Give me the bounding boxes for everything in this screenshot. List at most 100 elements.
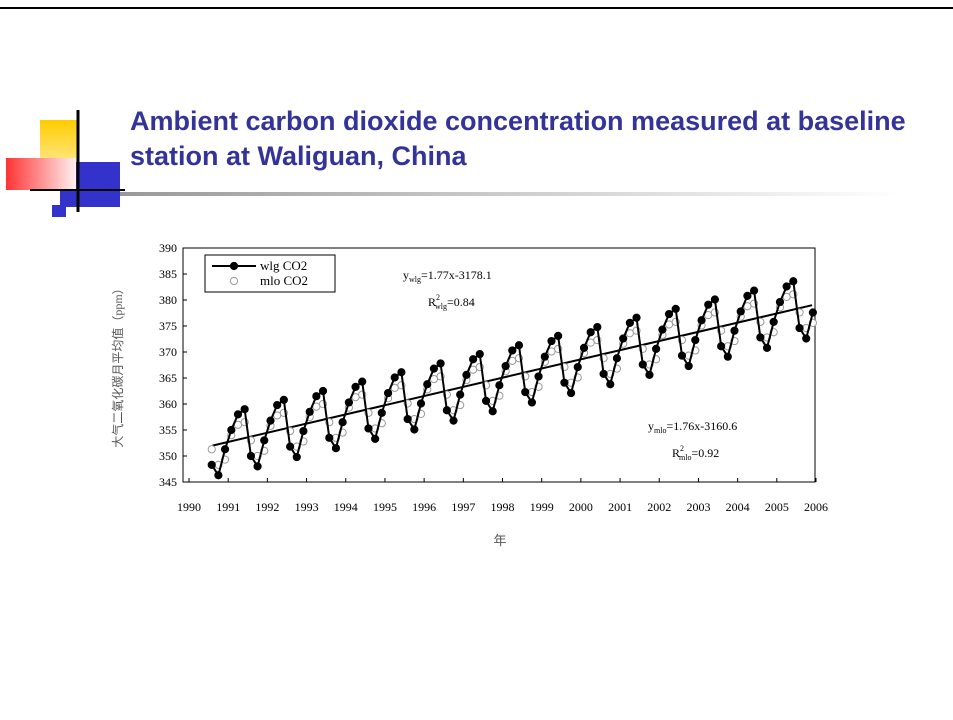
data-point bbox=[612, 354, 622, 363]
data-point bbox=[671, 304, 680, 313]
data-point bbox=[220, 445, 230, 454]
data-point bbox=[521, 387, 530, 397]
data-point bbox=[717, 342, 726, 351]
data-point bbox=[266, 416, 275, 425]
annotation-part: mlo bbox=[679, 453, 691, 462]
y-tick-label: 355 bbox=[159, 423, 177, 437]
data-point bbox=[481, 396, 491, 405]
annotation-part: R bbox=[672, 446, 680, 460]
data-point bbox=[423, 380, 432, 389]
annotation-part: =1.77x-3178.1 bbox=[421, 268, 492, 282]
x-tick-label: 1998 bbox=[491, 500, 515, 514]
data-point bbox=[246, 451, 256, 461]
title-underline bbox=[120, 192, 900, 196]
y-tick-label: 390 bbox=[159, 241, 177, 255]
data-point bbox=[664, 309, 674, 319]
data-point bbox=[364, 424, 373, 433]
data-point bbox=[488, 407, 497, 416]
plot-frame bbox=[182, 247, 816, 483]
x-axis-label: 年 bbox=[493, 533, 506, 548]
x-tick-label: 2006 bbox=[804, 500, 828, 514]
y-tick-label: 375 bbox=[159, 319, 177, 333]
x-tick-label: 2004 bbox=[726, 500, 750, 514]
data-point bbox=[390, 373, 399, 382]
data-point bbox=[756, 333, 765, 342]
x-tick-label: 1995 bbox=[373, 500, 397, 514]
annotation-part: wlg bbox=[435, 302, 447, 311]
data-point bbox=[782, 282, 791, 291]
data-point bbox=[305, 407, 314, 416]
data-point bbox=[501, 361, 510, 371]
deco bbox=[40, 120, 78, 162]
data-point bbox=[456, 390, 465, 399]
x-tick-label: 2002 bbox=[647, 500, 671, 514]
annotation-part: wlg bbox=[409, 275, 421, 284]
data-point bbox=[469, 355, 478, 364]
series-line bbox=[210, 279, 814, 478]
data-point bbox=[684, 361, 693, 371]
data-point bbox=[214, 471, 223, 480]
data-point bbox=[743, 291, 752, 300]
data-point bbox=[540, 352, 549, 361]
data-point bbox=[240, 405, 249, 414]
data-point bbox=[397, 368, 406, 377]
data-point bbox=[710, 295, 719, 304]
x-tick-label: 1997 bbox=[451, 500, 475, 514]
data-point bbox=[508, 346, 517, 355]
data-point bbox=[527, 398, 536, 407]
data-point bbox=[351, 382, 360, 391]
data-point bbox=[677, 351, 687, 360]
data-point bbox=[749, 286, 759, 295]
data-point bbox=[312, 392, 321, 401]
data-point bbox=[495, 381, 504, 390]
deco bbox=[52, 205, 66, 217]
data-point bbox=[619, 334, 628, 343]
slide-title: Ambient carbon dioxide concentration mea… bbox=[130, 106, 906, 171]
data-point bbox=[514, 341, 524, 350]
data-point bbox=[775, 297, 785, 307]
data-point bbox=[730, 326, 739, 335]
data-point bbox=[560, 378, 569, 387]
annotation-part: y bbox=[648, 419, 654, 433]
y-tick-label: 380 bbox=[159, 293, 177, 307]
annotation-part: =0.92 bbox=[691, 446, 719, 460]
annotation-part: mlo bbox=[654, 426, 666, 435]
legend-marker bbox=[229, 276, 239, 286]
data-point bbox=[377, 408, 386, 417]
y-tick-label: 360 bbox=[159, 397, 177, 411]
annotation-part: =0.84 bbox=[447, 295, 475, 309]
trend-line bbox=[212, 304, 813, 447]
y-tick-label: 385 bbox=[159, 267, 177, 281]
x-tick-label: 1990 bbox=[177, 500, 201, 514]
data-point bbox=[429, 364, 439, 373]
legend-marker bbox=[229, 261, 239, 271]
data-point bbox=[442, 406, 451, 415]
y-tick-label: 365 bbox=[159, 371, 177, 385]
data-point bbox=[253, 462, 262, 471]
annotation-part: y bbox=[403, 268, 409, 282]
data-point bbox=[358, 377, 367, 386]
data-point bbox=[808, 308, 817, 317]
annotation: R2 mlo=0.92 bbox=[672, 444, 719, 462]
y-tick-label: 370 bbox=[159, 345, 177, 359]
data-point bbox=[645, 370, 654, 379]
data-point bbox=[769, 317, 778, 326]
data-point bbox=[586, 328, 595, 337]
data-point bbox=[403, 414, 412, 424]
x-tick-label: 1999 bbox=[530, 500, 554, 514]
data-point bbox=[652, 344, 661, 353]
data-point bbox=[475, 349, 484, 359]
x-tick-label: 2001 bbox=[608, 500, 632, 514]
data-point bbox=[260, 436, 269, 445]
data-point bbox=[292, 452, 301, 462]
data-point bbox=[383, 388, 393, 398]
data-point bbox=[534, 372, 543, 381]
data-point bbox=[547, 336, 556, 346]
data-point bbox=[593, 322, 602, 332]
annotation: ywlg=1.77x-3178.1 bbox=[403, 268, 492, 284]
data-point bbox=[599, 369, 608, 378]
data-point bbox=[573, 362, 582, 372]
y-tick-label: 350 bbox=[159, 449, 177, 463]
